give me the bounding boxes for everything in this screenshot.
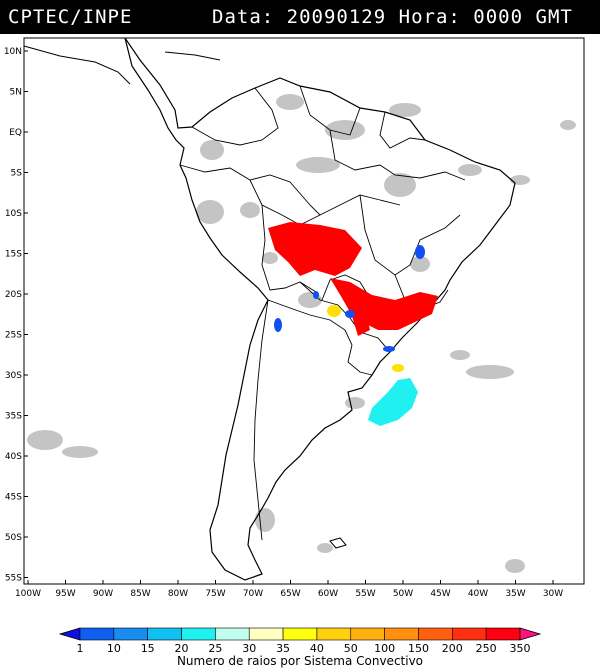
lat-label: EQ	[9, 128, 22, 138]
lon-label: 60W	[318, 589, 338, 599]
colorbar-swatch	[452, 627, 487, 641]
lon-label: 100W	[15, 589, 41, 599]
colorbar-label: 1	[77, 642, 84, 655]
lightning-red-cluster	[268, 222, 438, 336]
colorbar-swatch	[485, 627, 521, 641]
colorbar-swatch	[181, 627, 216, 641]
lat-label: 50S	[5, 533, 22, 543]
lon-label: 35W	[505, 589, 525, 599]
colorbar-label: 25	[208, 642, 222, 655]
lon-label: 50W	[393, 589, 413, 599]
central-america-outline	[23, 45, 131, 85]
falklands	[329, 537, 347, 549]
lightning-yellow-cluster	[327, 305, 404, 372]
lat-label: 10S	[5, 209, 22, 219]
lon-label: 40W	[468, 589, 488, 599]
lon-label: 80W	[168, 589, 188, 599]
lon-label: 30W	[543, 589, 563, 599]
lon-labels: 100W 95W 90W 85W 80W 75W 70W 65W 60W 55W 50W 45W 40W…	[15, 589, 563, 599]
triangle-arrow-left-icon	[58, 627, 81, 641]
lon-label: 95W	[55, 589, 75, 599]
title-bar: CPTEC/INPE Data: 20090129 Hora: 0000 GMT	[0, 0, 600, 34]
colorbar-label: 10	[107, 642, 121, 655]
lat-label: 30S	[5, 371, 22, 381]
colorbar-swatch	[384, 627, 419, 641]
colorbar-swatch	[147, 627, 182, 641]
map-frame	[23, 37, 585, 585]
colorbar-swatch	[248, 627, 284, 641]
colorbar-swatch	[79, 627, 115, 641]
colorbar-label: 20	[175, 642, 189, 655]
colorbar-label: 200	[442, 642, 463, 655]
time-value: 0000	[473, 6, 524, 28]
lat-label: 20S	[5, 290, 22, 300]
lon-label: 70W	[243, 589, 263, 599]
lat-label: 15S	[5, 250, 22, 260]
lon-label: 85W	[130, 589, 150, 599]
colorbar-label: 150	[408, 642, 429, 655]
cloud-cover	[27, 94, 576, 573]
colorbar-label: 35	[276, 642, 290, 655]
colorbar-label: 50	[344, 642, 358, 655]
south-america-outline	[124, 37, 516, 581]
colorbar-swatch	[350, 627, 385, 641]
country-borders	[179, 85, 466, 541]
lat-label: 45S	[5, 493, 22, 503]
colorbar-swatch	[282, 627, 318, 641]
lon-label: 55W	[355, 589, 375, 599]
colorbar: 1 10 15 20 25 30 35 40 50 100 150 200 250 350	[58, 627, 542, 655]
lightning-cyan-cluster	[368, 378, 418, 426]
lightning-map: 10N5NEQ5S10S15S20S25S30S35S40S45S50S55S …	[4, 37, 585, 655]
colorbar-label: 250	[476, 642, 497, 655]
colorbar-label: 30	[242, 642, 256, 655]
lightning-blue-cluster	[274, 245, 425, 352]
zone-value: GMT	[535, 6, 573, 28]
triangle-arrow-right-icon	[519, 627, 542, 641]
lon-label: 45W	[430, 589, 450, 599]
timestamp: Data: 20090129 Hora: 0000 GMT	[212, 6, 573, 28]
caribbean-coast	[164, 51, 221, 61]
lon-label: 65W	[280, 589, 300, 599]
lat-labels: 10N 5N EQ 5S 10S 15S 20S 25S 30S 35S 40S 45S 50S 55S	[4, 47, 22, 584]
colorbar-swatch	[113, 627, 148, 641]
colorbar-swatch	[418, 627, 453, 641]
colorbar-label: 40	[310, 642, 324, 655]
lat-label: 5S	[11, 169, 23, 179]
colorbar-swatch	[316, 627, 352, 641]
lat-label: 25S	[5, 331, 22, 341]
colorbar-title: Numero de raios por Sistema Convectivo	[176, 654, 424, 668]
lat-label: 40S	[5, 452, 22, 462]
lon-label: 75W	[205, 589, 225, 599]
colorbar-label: 100	[374, 642, 395, 655]
lon-label: 90W	[93, 589, 113, 599]
axis-ticks	[24, 50, 554, 584]
data-label: Data:	[212, 6, 275, 28]
lat-label: 5N	[10, 88, 22, 98]
lat-label: 55S	[5, 574, 22, 584]
org-label: CPTEC/INPE	[8, 6, 133, 28]
hora-label: Hora:	[398, 6, 461, 28]
lat-label: 10N	[4, 47, 22, 57]
date-value: 20090129	[286, 6, 387, 28]
colorbar-label: 350	[510, 642, 531, 655]
colorbar-swatch	[215, 627, 250, 641]
colorbar-label: 15	[141, 642, 155, 655]
lat-label: 35S	[5, 412, 22, 422]
